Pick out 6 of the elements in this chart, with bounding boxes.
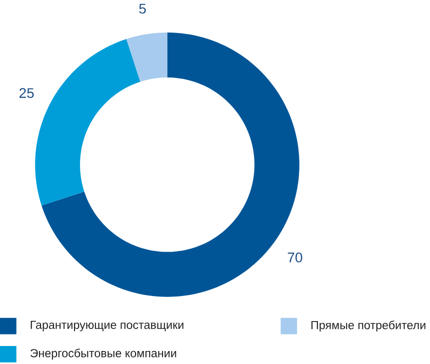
legend-label: Прямые потребители [311, 320, 426, 332]
legend-label: Энергосбытовые компании [30, 348, 176, 360]
data-label: 25 [19, 88, 34, 98]
data-label: 5 [139, 4, 146, 14]
data-label: 70 [288, 252, 302, 263]
legend-label: Гарантирующие поставщики [30, 321, 184, 332]
